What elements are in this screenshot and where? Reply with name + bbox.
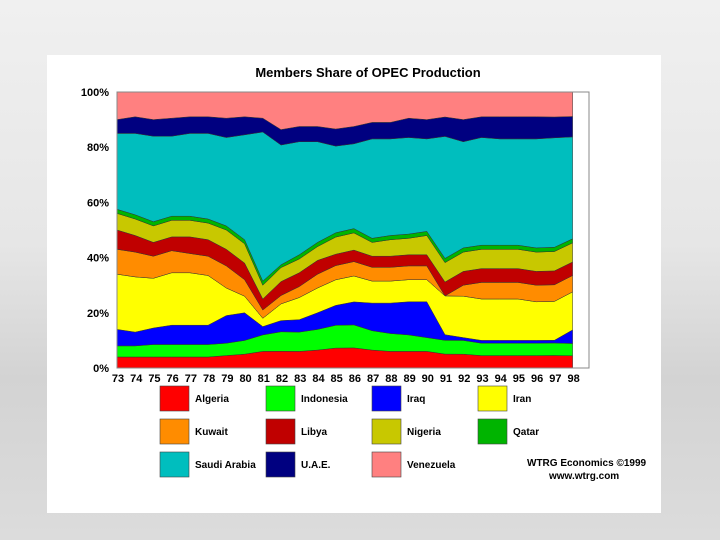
legend-label-nigeria: Nigeria [407,427,441,438]
y-tick-label: 40% [87,253,109,265]
y-tick-label: 100% [81,87,109,99]
x-tick-label: 80 [239,373,251,385]
x-tick-label: 76 [167,373,179,385]
x-tick-label: 95 [513,373,525,385]
x-tick-label: 98 [567,373,579,385]
y-tick-label: 0% [93,363,109,375]
legend-swatch-u-a-e [265,451,296,478]
x-tick-label: 77 [185,373,197,385]
y-axis: 0% 20% 40% 60% 80% 100% [81,87,109,375]
opec-share-chart: Members Share of OPEC Production 0% 20% 40… [81,65,647,482]
legend-label-iran: Iran [513,394,531,405]
credit-line-1: WTRG Economics ©1999 [527,458,647,469]
x-tick-label: 97 [549,373,561,385]
legend-label-qatar: Qatar [513,427,539,438]
x-tick-label: 78 [203,373,215,385]
legend-swatch-iran [477,385,508,412]
x-tick-label: 89 [403,373,415,385]
x-tick-label: 96 [531,373,543,385]
x-tick-label: 91 [440,373,452,385]
legend-swatch-nigeria [371,418,402,445]
y-tick-label: 80% [87,142,109,154]
legend-swatch-iraq [371,385,402,412]
plot-frame [116,91,590,369]
x-tick-label: 88 [385,373,397,385]
x-tick-label: 74 [130,373,143,385]
legend-label-indonesia: Indonesia [301,394,348,405]
legend-label-libya: Libya [301,427,328,438]
x-tick-label: 94 [495,373,508,385]
x-tick-label: 90 [422,373,434,385]
x-tick-label: 79 [221,373,233,385]
x-tick-label: 87 [367,373,379,385]
x-tick-label: 75 [148,373,160,385]
legend-label-u-a-e: U.A.E. [301,460,331,471]
legend-swatch-indonesia [265,385,296,412]
legend-swatch-algeria [159,385,190,412]
legend-swatch-libya [265,418,296,445]
legend-label-venezuela: Venezuela [407,460,456,471]
legend: Algeria Indonesia Iraq Iran Kuwait Libya Niger… [159,385,539,478]
credit-line-2: www.wtrg.com [548,471,619,482]
legend-label-iraq: Iraq [407,394,425,405]
legend-swatch-saudi-arabia [159,451,190,478]
x-tick-label: 84 [312,373,325,385]
x-tick-label: 86 [349,373,361,385]
stacked-areas [116,91,573,369]
x-tick-label: 73 [112,373,124,385]
x-tick-label: 82 [276,373,288,385]
legend-label-kuwait: Kuwait [195,427,228,438]
chart-title: Members Share of OPEC Production [255,65,480,80]
legend-label-saudi-arabia: Saudi Arabia [195,460,256,471]
x-tick-label: 85 [331,373,343,385]
y-tick-label: 20% [87,308,109,320]
legend-label-algeria: Algeria [195,394,229,405]
legend-swatch-venezuela [371,451,402,478]
x-tick-label: 81 [258,373,270,385]
x-tick-label: 92 [458,373,470,385]
x-axis: 73 74 75 76 77 78 79 80 81 82 83 84 85 86 87 88 89 90 91 92… [112,373,580,385]
legend-swatch-qatar [477,418,508,445]
slide-card: Members Share of OPEC Production 0% 20% 40… [47,55,661,513]
x-tick-label: 83 [294,373,306,385]
x-tick-label: 93 [476,373,488,385]
legend-swatch-kuwait [159,418,190,445]
y-tick-label: 60% [87,197,109,209]
